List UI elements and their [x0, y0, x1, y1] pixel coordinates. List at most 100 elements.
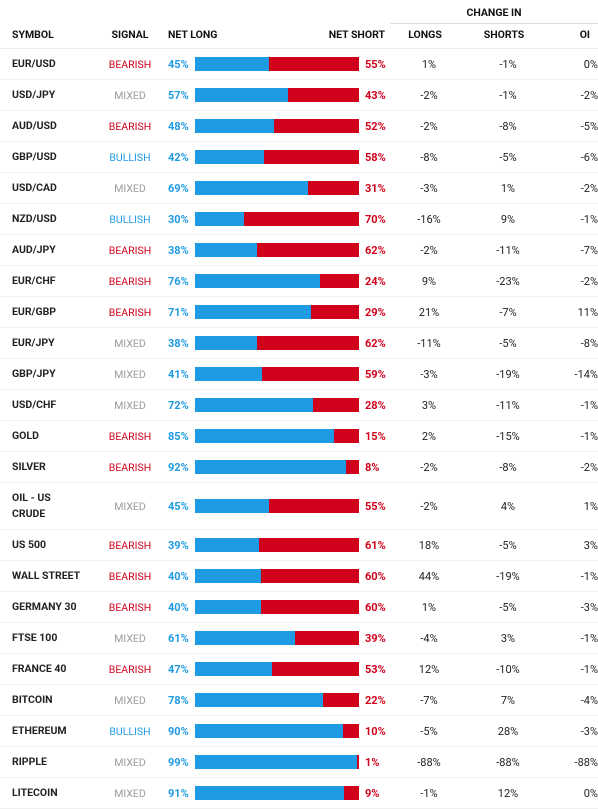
net-long-label: 45% [168, 499, 189, 513]
symbol: EUR/JPY [12, 336, 55, 349]
symbol: WALL STREET [12, 569, 81, 582]
symbol: GBP/JPY [12, 367, 56, 380]
net-short-label: 62% [365, 336, 386, 350]
sentiment-bar [195, 57, 359, 71]
sentiment-bar [195, 243, 359, 257]
net-long-bar [195, 367, 263, 381]
net-long-bar [195, 150, 264, 164]
symbol: SILVER [12, 460, 46, 473]
net-short-bar [273, 119, 359, 133]
table-row: GBP/JPY MIXED 41% 59% -3% -19% -14% [0, 359, 598, 390]
net-long-label: 76% [168, 274, 189, 288]
signal: BULLISH [109, 212, 151, 226]
net-long-label: 99% [168, 755, 189, 769]
table-row: GOLD BEARISH 85% 15% 2% -15% -1% [0, 421, 598, 452]
net-short-label: 8% [365, 460, 380, 474]
table-row: WALL STREET BEARISH 40% 60% 44% -19% -1% [0, 561, 598, 592]
shorts-change: -11% [496, 243, 520, 257]
table-body: EUR/USD BEARISH 45% 55% 1% -1% 0% USD/JPY MIXED 5… [0, 49, 598, 809]
net-long-bar [195, 119, 274, 133]
sentiment-bar [195, 460, 359, 474]
longs-change: -2% [420, 243, 438, 257]
net-long-bar [195, 499, 269, 513]
signal: MIXED [114, 181, 146, 195]
net-short-bar [263, 150, 359, 164]
net-long-label: 72% [168, 398, 189, 412]
net-short-bar [342, 724, 359, 738]
table-row: EUR/USD BEARISH 45% 55% 1% -1% 0% [0, 49, 598, 80]
oi-change: -4% [580, 693, 598, 707]
oi-change: 1% [583, 499, 598, 513]
table-row: GBP/USD BULLISH 42% 58% -8% -5% -6% [0, 142, 598, 173]
symbol: GBP/USD [12, 150, 57, 163]
sentiment-bar [195, 398, 359, 412]
signal: MIXED [114, 88, 146, 102]
oi-change: -1% [580, 398, 598, 412]
net-short-bar [268, 57, 359, 71]
table-row: USD/JPY MIXED 57% 43% -2% -1% -2% [0, 80, 598, 111]
sentiment-bar [195, 693, 359, 707]
shorts-change: -19% [496, 367, 520, 381]
symbol: FTSE 100 [12, 631, 58, 644]
oi-change: -1% [580, 569, 598, 583]
signal: BEARISH [108, 57, 152, 71]
table-row: LITECOIN MIXED 91% 9% -1% 12% 0% [0, 778, 598, 809]
net-long-bar [195, 398, 314, 412]
shorts-change: -23% [496, 274, 520, 288]
net-short-label: 60% [365, 569, 386, 583]
net-short-label: 22% [365, 693, 386, 707]
net-long-label: 85% [168, 429, 189, 443]
signal: BEARISH [108, 305, 152, 319]
sentiment-bar [195, 499, 359, 513]
table-row: SILVER BEARISH 92% 8% -2% -8% -2% [0, 452, 598, 483]
signal: MIXED [114, 367, 146, 381]
net-long-bar [195, 786, 345, 800]
net-short-bar [357, 755, 359, 769]
net-long-bar [195, 274, 320, 288]
signal: MIXED [114, 693, 146, 707]
signal: BEARISH [108, 569, 152, 583]
symbol: USD/CHF [12, 398, 57, 411]
net-short-bar [295, 631, 359, 645]
longs-change: -3% [420, 181, 438, 195]
symbol: AUD/USD [12, 119, 57, 132]
table-row: EUR/CHF BEARISH 76% 24% 9% -23% -2% [0, 266, 598, 297]
sentiment-bar [195, 662, 359, 676]
sentiment-bar [195, 755, 359, 769]
net-long-bar [195, 538, 259, 552]
net-long-label: 69% [168, 181, 189, 195]
shorts-change: -10% [496, 662, 520, 676]
net-short-label: 60% [365, 600, 386, 614]
net-long-label: 71% [168, 305, 189, 319]
net-long-label: 78% [168, 693, 189, 707]
shorts-change: -5% [499, 336, 517, 350]
oi-change: -88% [574, 755, 598, 769]
sentiment-bar [195, 600, 359, 614]
oi-change: 11% [577, 305, 598, 319]
signal: BULLISH [109, 150, 151, 164]
shorts-change: -5% [499, 150, 517, 164]
shorts-change: 12% [497, 786, 519, 800]
sentiment-bar [195, 367, 359, 381]
longs-change: -5% [420, 724, 438, 738]
symbol: USD/JPY [12, 88, 56, 101]
net-long-label: 30% [168, 212, 189, 226]
net-short-label: 62% [365, 243, 386, 257]
net-short-label: 10% [365, 724, 386, 738]
sentiment-bar [195, 119, 359, 133]
shorts-change: 4% [500, 499, 516, 513]
symbol: ETHEREUM [12, 724, 67, 737]
sentiment-bar [195, 212, 359, 226]
table-row: FRANCE 40 BEARISH 47% 53% 12% -10% -1% [0, 654, 598, 685]
net-short-bar [272, 662, 359, 676]
sentiment-bar [195, 305, 359, 319]
net-long-bar [195, 57, 269, 71]
longs-change: -2% [420, 499, 438, 513]
longs-change: -2% [420, 88, 438, 102]
signal: BEARISH [108, 119, 152, 133]
net-long-label: 45% [168, 57, 189, 71]
sentiment-bar [195, 569, 359, 583]
signal: BEARISH [108, 274, 152, 288]
sentiment-bar [195, 631, 359, 645]
